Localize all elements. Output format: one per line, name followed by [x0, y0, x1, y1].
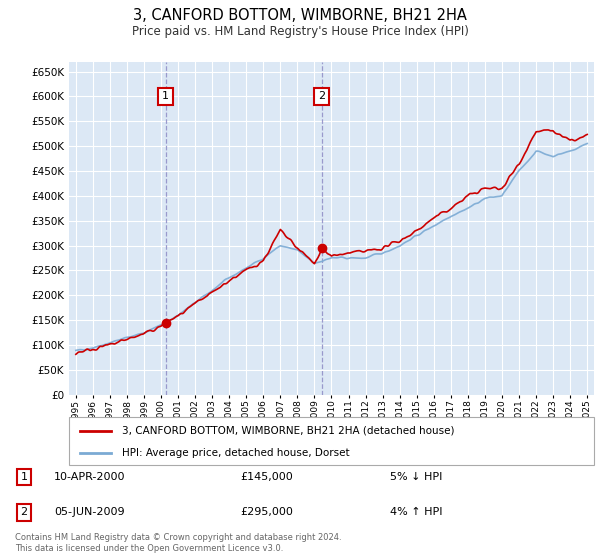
- Text: Price paid vs. HM Land Registry's House Price Index (HPI): Price paid vs. HM Land Registry's House …: [131, 25, 469, 38]
- Text: 05-JUN-2009: 05-JUN-2009: [54, 507, 125, 517]
- Text: HPI: Average price, detached house, Dorset: HPI: Average price, detached house, Dors…: [121, 448, 349, 458]
- Text: 2: 2: [318, 91, 325, 101]
- Text: 4% ↑ HPI: 4% ↑ HPI: [390, 507, 443, 517]
- Text: £295,000: £295,000: [240, 507, 293, 517]
- Text: 3, CANFORD BOTTOM, WIMBORNE, BH21 2HA: 3, CANFORD BOTTOM, WIMBORNE, BH21 2HA: [133, 8, 467, 24]
- FancyBboxPatch shape: [69, 417, 594, 465]
- Text: 1: 1: [20, 472, 28, 482]
- Text: 2: 2: [20, 507, 28, 517]
- Text: £145,000: £145,000: [240, 472, 293, 482]
- Text: Contains HM Land Registry data © Crown copyright and database right 2024.
This d: Contains HM Land Registry data © Crown c…: [15, 533, 341, 553]
- Text: 1: 1: [162, 91, 169, 101]
- Text: 10-APR-2000: 10-APR-2000: [54, 472, 125, 482]
- Text: 3, CANFORD BOTTOM, WIMBORNE, BH21 2HA (detached house): 3, CANFORD BOTTOM, WIMBORNE, BH21 2HA (d…: [121, 426, 454, 436]
- Text: 5% ↓ HPI: 5% ↓ HPI: [390, 472, 442, 482]
